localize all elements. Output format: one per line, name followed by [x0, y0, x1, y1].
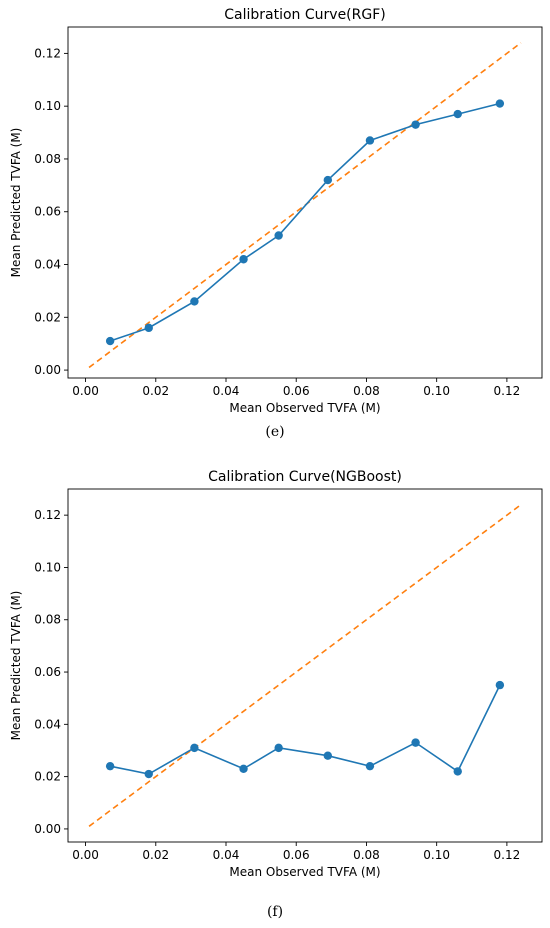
y-tick-label: 0.08 [34, 613, 61, 627]
y-tick-label: 0.10 [34, 560, 61, 574]
y-tick-label: 0.06 [34, 665, 61, 679]
chart-panel-rgf: Calibration Curve(RGF) 0.00 0.02 0.04 0.06 0.… [0, 0, 550, 430]
x-tick-label: 0.08 [353, 848, 380, 862]
x-tick-label: 0.06 [283, 384, 310, 398]
calibration-point [239, 764, 248, 773]
y-tick-label: 0.02 [34, 770, 61, 784]
calibration-point [323, 751, 333, 760]
calibration-point [453, 109, 462, 119]
calibration-curve-line [109, 684, 501, 775]
calibration-point [495, 99, 505, 108]
y-axis-label: Mean Predicted TVFA (M) [9, 591, 23, 741]
calibration-point [105, 761, 115, 771]
y-tick-label: 0.06 [34, 205, 61, 219]
x-tick-label: 0.10 [423, 384, 450, 398]
chart-title: Calibration Curve(NGBoost) [208, 469, 402, 485]
calibration-point [411, 738, 420, 747]
calibration-point [239, 255, 248, 264]
plot-frame [67, 488, 543, 843]
y-tick-label: 0.04 [34, 258, 61, 272]
chart-panel-ngboost: Calibration Curve(NGBoost) 0.00 0.02 0.04 0.… [0, 462, 550, 892]
calibration-curve-line [109, 102, 501, 342]
plot-frame [67, 26, 543, 379]
y-tick-label: 0.10 [34, 99, 61, 113]
calibration-chart-ngboost: Calibration Curve(NGBoost) 0.00 0.02 0.04 0.… [9, 469, 543, 879]
y-tick-label: 0.12 [34, 46, 61, 60]
x-tick-label: 0.04 [213, 384, 240, 398]
chart-title: Calibration Curve(RGF) [224, 7, 385, 23]
calibration-point [274, 743, 283, 753]
calibration-point [144, 769, 153, 779]
calibration-point [144, 323, 153, 333]
y-tick-label: 0.00 [34, 822, 61, 836]
calibration-point [274, 231, 283, 240]
calibration-point [411, 120, 420, 129]
calibration-point [495, 680, 505, 690]
calibration-point [190, 297, 199, 306]
caption-f: (f) [266, 904, 284, 920]
y-tick-label: 0.08 [34, 152, 61, 166]
x-tick-label: 0.00 [72, 384, 99, 398]
calibration-chart-rgf: Calibration Curve(RGF) 0.00 0.02 0.04 0.06 0.… [9, 7, 543, 415]
x-tick-label: 0.02 [142, 384, 169, 398]
calibration-point [190, 743, 199, 753]
x-tick-label: 0.08 [353, 384, 380, 398]
calibration-point [105, 336, 115, 346]
x-tick-label: 0.06 [283, 848, 310, 862]
x-tick-label: 0.12 [494, 384, 521, 398]
x-axis-label: Mean Observed TVFA (M) [229, 865, 380, 879]
calibration-point [365, 761, 375, 771]
calibration-point [453, 767, 462, 776]
calibration-point [323, 175, 333, 185]
x-tick-label: 0.04 [213, 848, 240, 862]
y-tick-label: 0.00 [34, 363, 61, 377]
y-tick-label: 0.12 [34, 508, 61, 522]
x-tick-label: 0.00 [72, 848, 99, 862]
perfect-calibration-line [88, 504, 522, 827]
y-axis-label: Mean Predicted TVFA (M) [9, 128, 23, 278]
calibration-point [365, 136, 375, 145]
y-tick-label: 0.02 [34, 310, 61, 324]
x-tick-label: 0.10 [423, 848, 450, 862]
x-tick-label: 0.12 [494, 848, 521, 862]
y-tick-label: 0.04 [34, 717, 61, 731]
x-tick-label: 0.02 [142, 848, 169, 862]
caption-e: (e) [265, 424, 285, 440]
x-axis-label: Mean Observed TVFA (M) [229, 401, 380, 415]
